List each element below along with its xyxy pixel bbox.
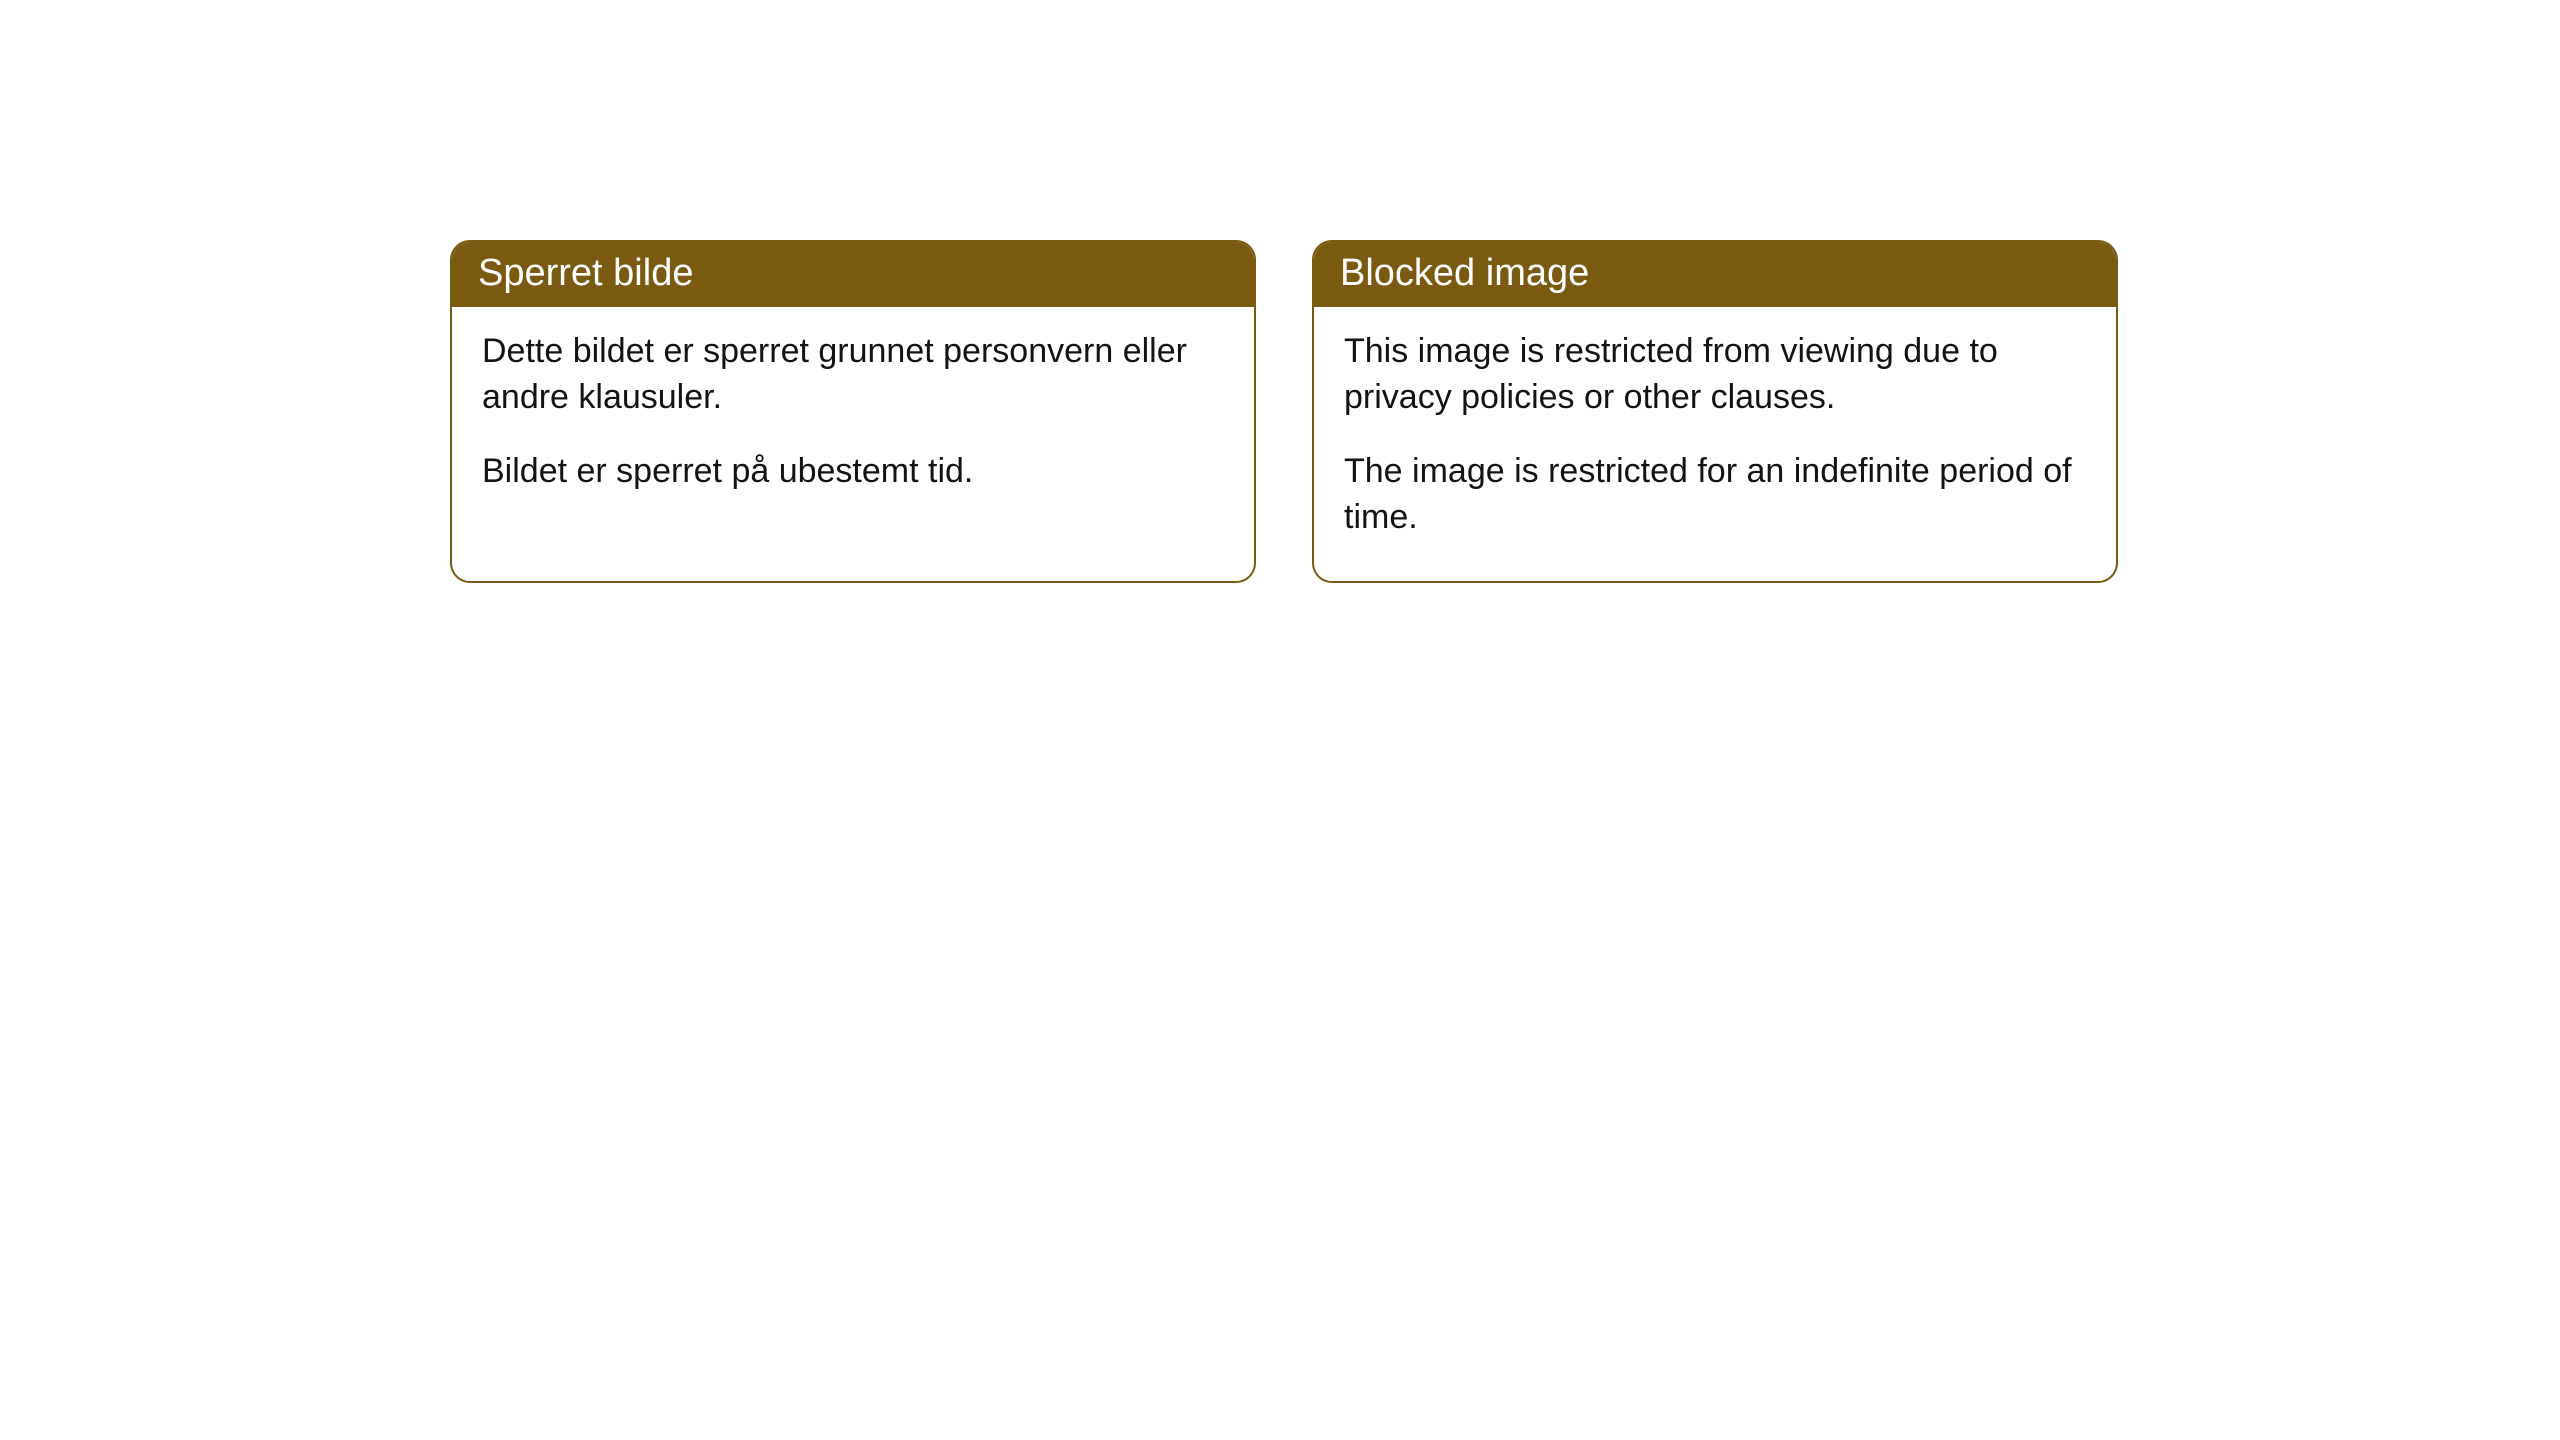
notice-cards-container: Sperret bilde Dette bildet er sperret gr… — [0, 0, 2560, 583]
card-body: Dette bildet er sperret grunnet personve… — [452, 307, 1254, 535]
card-paragraph: The image is restricted for an indefinit… — [1344, 449, 2086, 541]
card-body: This image is restricted from viewing du… — [1314, 307, 2116, 581]
card-paragraph: Bildet er sperret på ubestemt tid. — [482, 449, 1224, 495]
blocked-image-card-english: Blocked image This image is restricted f… — [1312, 240, 2118, 583]
card-header: Blocked image — [1314, 242, 2116, 307]
card-paragraph: Dette bildet er sperret grunnet personve… — [482, 329, 1224, 421]
card-title: Sperret bilde — [478, 252, 693, 294]
card-header: Sperret bilde — [452, 242, 1254, 307]
card-paragraph: This image is restricted from viewing du… — [1344, 329, 2086, 421]
blocked-image-card-norwegian: Sperret bilde Dette bildet er sperret gr… — [450, 240, 1256, 583]
card-title: Blocked image — [1340, 252, 1589, 294]
